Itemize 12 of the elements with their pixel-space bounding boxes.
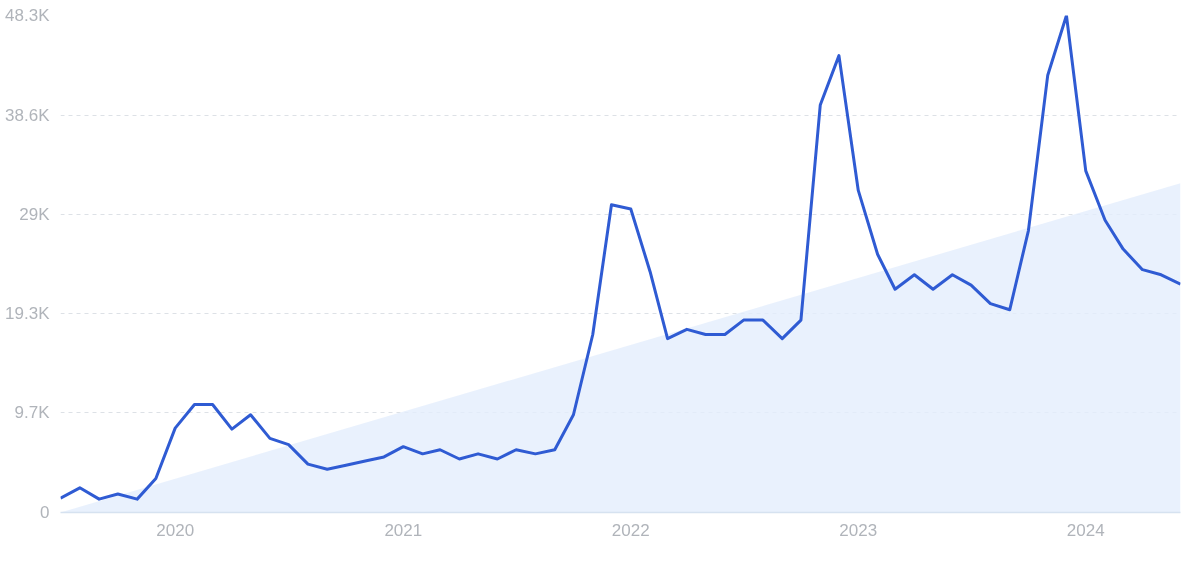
x-tick-label: 2024 <box>1066 520 1105 540</box>
x-tick-label: 2023 <box>839 520 878 540</box>
x-tick-label: 2021 <box>384 520 423 540</box>
y-tick-label: 38.6K <box>5 105 51 125</box>
y-tick-label: 48.3K <box>5 6 51 25</box>
y-tick-label: 19.3K <box>5 304 51 324</box>
y-tick-label: 29K <box>19 204 51 224</box>
x-tick-label: 2020 <box>156 520 195 540</box>
line-series <box>60 15 1181 501</box>
x-tick-label: 2022 <box>611 520 650 540</box>
y-tick-label: 9.7K <box>14 403 51 423</box>
y-tick-label: 0 <box>40 503 50 522</box>
